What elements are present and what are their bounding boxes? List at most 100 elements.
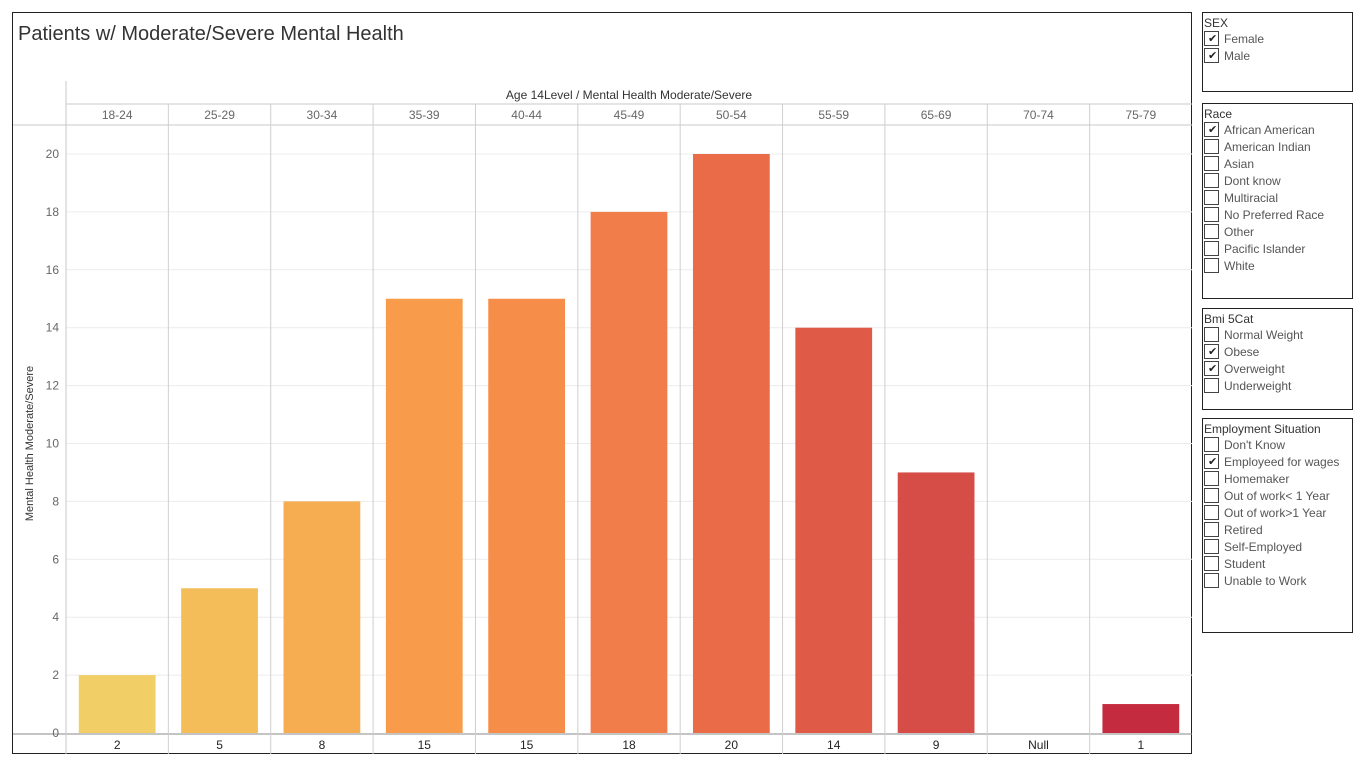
filter-option[interactable]: ✔ African American	[1203, 121, 1352, 138]
checkmark-icon: ✔	[1208, 123, 1218, 136]
filter-title-employment: Employment Situation	[1204, 422, 1321, 436]
y-tick-label: 0	[52, 726, 59, 740]
filter-option[interactable]: Pacific Islander	[1203, 240, 1352, 257]
filter-option-label: Retired	[1224, 522, 1263, 537]
checkbox[interactable]: ✔	[1204, 122, 1219, 137]
filter-option-label: Normal Weight	[1224, 327, 1304, 342]
value-label: 8	[319, 738, 326, 752]
checkbox[interactable]: ✔	[1204, 344, 1219, 359]
checkbox[interactable]	[1204, 437, 1219, 452]
filter-option[interactable]: ✔ Obese	[1203, 343, 1352, 360]
bar	[1102, 704, 1180, 733]
filter-option-label: Obese	[1224, 344, 1260, 359]
filter-option-label: Dont know	[1224, 173, 1281, 188]
filter-option-label: Pacific Islander	[1224, 241, 1306, 256]
checkbox[interactable]	[1204, 488, 1219, 503]
filter-option-label: Multiracial	[1224, 190, 1279, 205]
filter-option[interactable]: ✔ Overweight	[1203, 360, 1352, 377]
filter-option[interactable]: Homemaker	[1203, 470, 1352, 487]
checkbox[interactable]	[1204, 258, 1219, 273]
checkbox[interactable]	[1204, 471, 1219, 486]
checkbox[interactable]	[1204, 573, 1219, 588]
filter-title-sex: SEX	[1204, 16, 1229, 30]
filter-option-label: African American	[1224, 122, 1315, 137]
filter-option[interactable]: Student	[1203, 555, 1352, 572]
filter-option[interactable]: ✔ Male	[1203, 47, 1352, 64]
filter-option-label: Employeed for wages	[1224, 454, 1340, 469]
category-label: 70-74	[1023, 108, 1054, 122]
filter-option-label: Homemaker	[1224, 471, 1290, 486]
checkbox[interactable]	[1204, 556, 1219, 571]
filter-option-label: No Preferred Race	[1224, 207, 1325, 222]
checkbox[interactable]	[1204, 139, 1219, 154]
checkbox[interactable]	[1204, 173, 1219, 188]
checkbox[interactable]: ✔	[1204, 31, 1219, 46]
filter-option[interactable]: Unable to Work	[1203, 572, 1352, 589]
value-label: Null	[1028, 738, 1049, 752]
checkmark-icon: ✔	[1208, 455, 1218, 468]
filter-option[interactable]: Other	[1203, 223, 1352, 240]
category-label: 30-34	[307, 108, 338, 122]
filter-option-label: Unable to Work	[1224, 573, 1307, 588]
checkbox[interactable]	[1204, 224, 1219, 239]
value-label: 18	[622, 738, 636, 752]
value-label: 2	[114, 738, 121, 752]
checkmark-icon: ✔	[1208, 32, 1218, 45]
checkbox[interactable]	[1204, 522, 1219, 537]
checkmark-icon: ✔	[1208, 345, 1218, 358]
filter-option[interactable]: No Preferred Race	[1203, 206, 1352, 223]
value-label: 1	[1137, 738, 1144, 752]
checkbox[interactable]	[1204, 378, 1219, 393]
filter-option[interactable]: Out of work>1 Year	[1203, 504, 1352, 521]
y-tick-label: 2	[52, 668, 59, 682]
filter-option[interactable]: Normal Weight	[1203, 326, 1352, 343]
bar	[692, 154, 770, 733]
filter-option-label: Male	[1224, 48, 1251, 63]
filter-option[interactable]: Multiracial	[1203, 189, 1352, 206]
filter-option[interactable]: Out of work< 1 Year	[1203, 487, 1352, 504]
filter-option[interactable]: Self-Employed	[1203, 538, 1352, 555]
filter-option[interactable]: Don't Know	[1203, 436, 1352, 453]
y-tick-label: 6	[52, 552, 59, 566]
y-tick-label: 14	[46, 321, 60, 335]
filter-option-label: Self-Employed	[1224, 539, 1303, 554]
filter-option[interactable]: Dont know	[1203, 172, 1352, 189]
bar	[78, 675, 156, 733]
checkbox[interactable]	[1204, 190, 1219, 205]
filter-option[interactable]: Retired	[1203, 521, 1352, 538]
checkbox[interactable]	[1204, 207, 1219, 222]
filter-option[interactable]: White	[1203, 257, 1352, 274]
filter-panel-race: Race ✔ African American American Indian Asi…	[1202, 103, 1353, 299]
filter-option-label: White	[1224, 258, 1255, 273]
checkbox[interactable]	[1204, 505, 1219, 520]
chart-title: Patients w/ Moderate/Severe Mental Healt…	[18, 23, 404, 45]
category-label: 55-59	[818, 108, 849, 122]
filter-option[interactable]: Underweight	[1203, 377, 1352, 394]
y-tick-label: 20	[46, 147, 60, 161]
value-label: 15	[520, 738, 534, 752]
y-axis-title: Mental Health Moderate/Severe	[24, 366, 36, 521]
filter-option-label: American Indian	[1224, 139, 1311, 154]
checkbox[interactable]: ✔	[1204, 361, 1219, 376]
filter-option[interactable]: ✔ Employeed for wages	[1203, 453, 1352, 470]
filter-panel-sex: SEX ✔ Female ✔ Male	[1202, 12, 1353, 92]
category-label: 50-54	[716, 108, 747, 122]
checkbox[interactable]	[1204, 327, 1219, 342]
bar	[283, 501, 361, 733]
y-tick-label: 4	[52, 610, 59, 624]
checkbox[interactable]	[1204, 241, 1219, 256]
filter-panel-bmi: Bmi 5Cat Normal Weight ✔ Obese ✔ Overweight U…	[1202, 308, 1353, 410]
checkbox[interactable]	[1204, 539, 1219, 554]
category-label: 75-79	[1125, 108, 1156, 122]
filter-option[interactable]: American Indian	[1203, 138, 1352, 155]
x-axis-header-label: Age 14Level / Mental Health Moderate/Sev…	[506, 88, 752, 102]
filter-option[interactable]: ✔ Female	[1203, 30, 1352, 47]
bar	[590, 211, 668, 733]
filter-option[interactable]: Asian	[1203, 155, 1352, 172]
checkbox[interactable]: ✔	[1204, 454, 1219, 469]
checkbox[interactable]: ✔	[1204, 48, 1219, 63]
value-label: 14	[827, 738, 841, 752]
checkbox[interactable]	[1204, 156, 1219, 171]
checkmark-icon: ✔	[1208, 362, 1218, 375]
filter-option-label: Asian	[1224, 156, 1255, 171]
